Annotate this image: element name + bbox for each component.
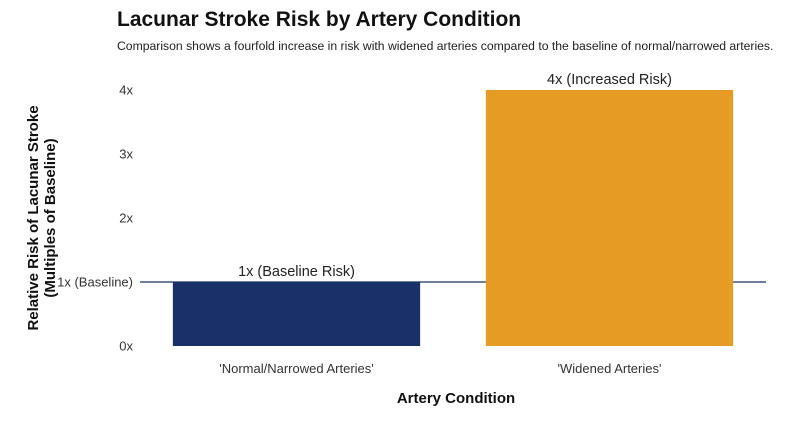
y-axis-title-line1: Relative Risk of Lacunar Stroke	[25, 105, 42, 330]
x-tick-label: 'Widened Arteries'	[558, 361, 662, 376]
bar-labels: 1x (Baseline Risk) 4x (Increased Risk)	[238, 72, 672, 280]
bars	[172, 90, 734, 346]
y-axis-ticks: 0x 1x (Baseline) 2x 3x 4x	[57, 83, 133, 354]
y-tick-label: 3x	[119, 147, 133, 162]
y-tick-label: 0x	[119, 339, 133, 354]
chart-title: Lacunar Stroke Risk by Artery Condition	[117, 8, 522, 31]
x-axis-ticks: 'Normal/Narrowed Arteries' 'Widened Arter…	[219, 361, 661, 376]
chart-subtitle: Comparison shows a fourfold increase in …	[117, 39, 774, 53]
bar	[485, 90, 734, 346]
y-tick-label: 2x	[119, 211, 133, 226]
bar	[172, 282, 421, 346]
y-tick-label: 1x (Baseline)	[57, 275, 133, 290]
x-axis-title: Artery Condition	[397, 390, 515, 407]
x-tick-label: 'Normal/Narrowed Arteries'	[219, 361, 374, 376]
bar-value-label: 4x (Increased Risk)	[547, 72, 672, 88]
y-tick-label: 4x	[119, 83, 133, 98]
y-axis-title-line2: (Multiples of Baseline)	[42, 138, 59, 297]
bar-value-label: 1x (Baseline Risk)	[238, 264, 355, 280]
